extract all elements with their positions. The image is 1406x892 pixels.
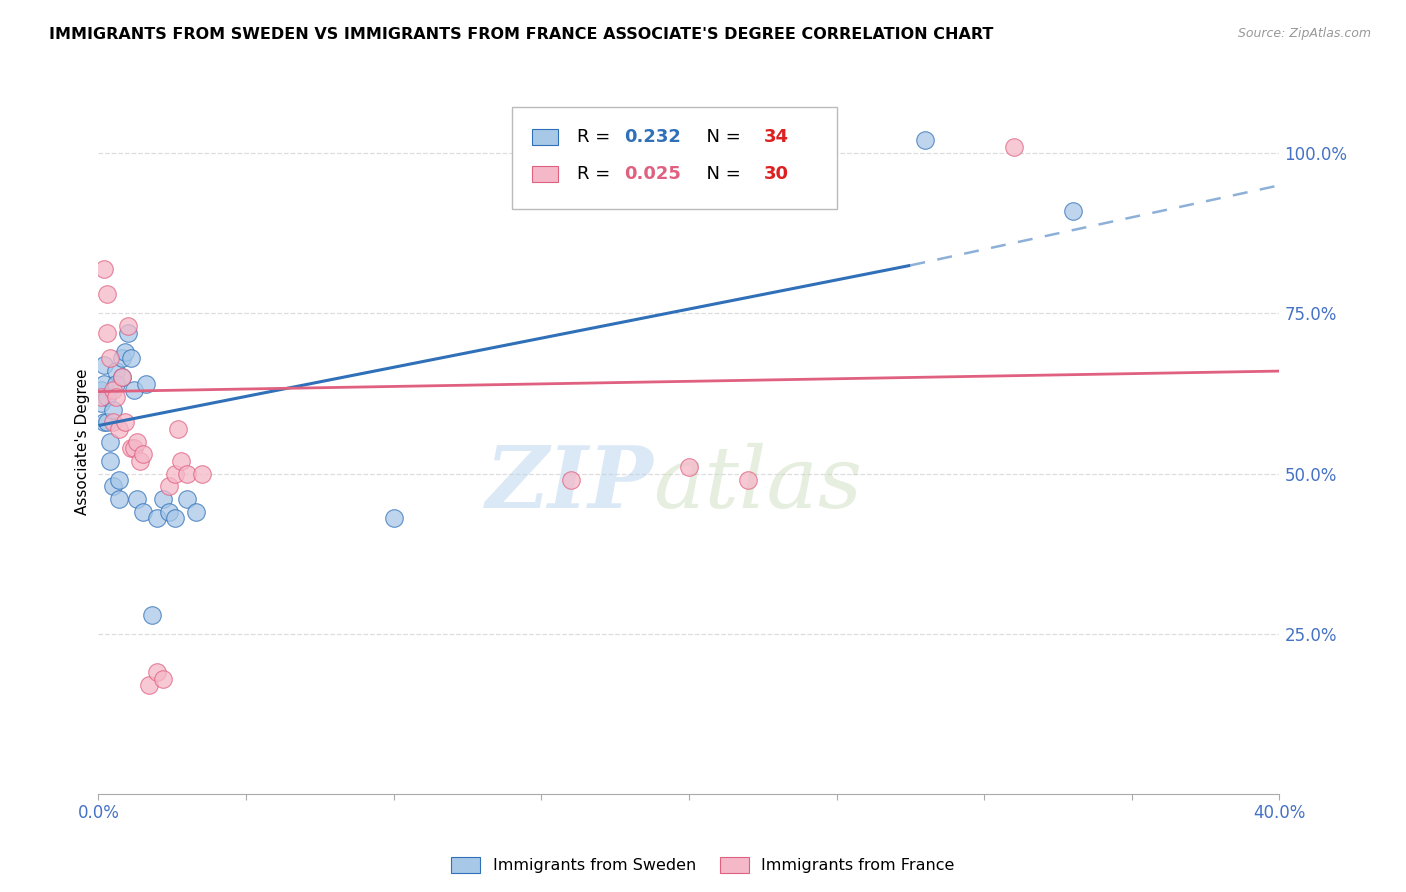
Text: ZIP: ZIP	[485, 442, 654, 525]
Point	[125, 492, 148, 507]
Point	[103, 384, 125, 398]
Point	[141, 607, 163, 622]
Point	[96, 326, 118, 340]
Point	[90, 396, 112, 410]
Point	[98, 454, 121, 468]
Point	[914, 133, 936, 147]
Point	[93, 376, 115, 391]
Point	[103, 479, 125, 493]
Text: R =: R =	[576, 128, 616, 146]
Point	[108, 492, 131, 507]
Point	[560, 473, 582, 487]
Point	[128, 454, 150, 468]
Point	[122, 384, 145, 398]
Point	[146, 665, 169, 680]
Text: R =: R =	[576, 165, 616, 183]
Point	[122, 441, 145, 455]
Point	[93, 358, 115, 372]
Text: IMMIGRANTS FROM SWEDEN VS IMMIGRANTS FROM FRANCE ASSOCIATE'S DEGREE CORRELATION : IMMIGRANTS FROM SWEDEN VS IMMIGRANTS FRO…	[49, 27, 994, 42]
Point	[105, 364, 128, 378]
Point	[165, 467, 187, 481]
Text: Source: ZipAtlas.com: Source: ZipAtlas.com	[1237, 27, 1371, 40]
Point	[103, 415, 125, 429]
Point	[167, 422, 190, 436]
Point	[170, 454, 193, 468]
Point	[108, 422, 131, 436]
Point	[184, 505, 207, 519]
Text: N =: N =	[695, 128, 747, 146]
Point	[165, 511, 187, 525]
Point	[103, 402, 125, 417]
Point	[90, 384, 112, 398]
Text: 0.232: 0.232	[624, 128, 681, 146]
Point	[96, 390, 118, 404]
Y-axis label: Associate's Degree: Associate's Degree	[75, 368, 90, 515]
Point	[737, 473, 759, 487]
FancyBboxPatch shape	[531, 129, 558, 145]
Text: 30: 30	[763, 165, 789, 183]
FancyBboxPatch shape	[531, 166, 558, 181]
Point	[132, 505, 155, 519]
Point	[117, 326, 139, 340]
Point	[1002, 140, 1025, 154]
Point	[111, 370, 134, 384]
Point	[125, 434, 148, 449]
Point	[132, 447, 155, 461]
Text: 0.025: 0.025	[624, 165, 681, 183]
Point	[157, 479, 180, 493]
Point	[105, 390, 128, 404]
Point	[96, 415, 118, 429]
Point	[176, 467, 198, 481]
Point	[93, 415, 115, 429]
Text: atlas: atlas	[654, 442, 863, 525]
Point	[152, 672, 174, 686]
Point	[98, 351, 121, 366]
Point	[135, 376, 157, 391]
Point	[157, 505, 180, 519]
Text: N =: N =	[695, 165, 747, 183]
Point	[114, 415, 136, 429]
Point	[138, 678, 160, 692]
Point	[152, 492, 174, 507]
Text: 34: 34	[763, 128, 789, 146]
Point	[90, 390, 112, 404]
Point	[98, 434, 121, 449]
Point	[191, 467, 214, 481]
Point	[117, 319, 139, 334]
Legend: Immigrants from Sweden, Immigrants from France: Immigrants from Sweden, Immigrants from …	[444, 850, 962, 880]
Point	[111, 351, 134, 366]
Point	[146, 511, 169, 525]
Point	[93, 261, 115, 276]
Point	[176, 492, 198, 507]
Point	[114, 344, 136, 359]
Point	[120, 441, 142, 455]
Point	[120, 351, 142, 366]
Point	[111, 370, 134, 384]
Point	[96, 287, 118, 301]
Point	[105, 376, 128, 391]
Point	[678, 460, 700, 475]
Point	[108, 473, 131, 487]
FancyBboxPatch shape	[512, 107, 837, 209]
Point	[1062, 203, 1084, 218]
Point	[382, 511, 405, 525]
